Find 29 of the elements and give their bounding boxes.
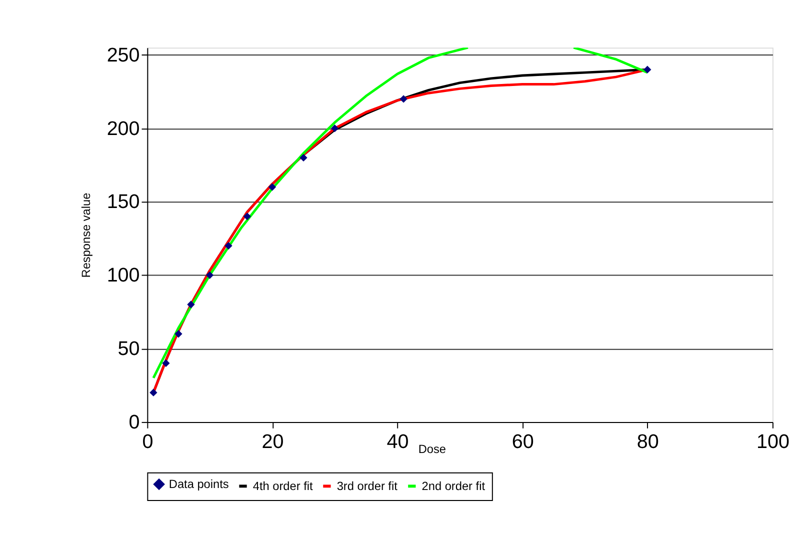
legend-label: 2nd order fit [422, 479, 486, 494]
x-tick-label: 100 [756, 431, 790, 454]
point [300, 154, 308, 162]
y-tick-label: 50 [118, 338, 140, 360]
x-axis-title: Dose [418, 442, 446, 456]
point [330, 124, 339, 132]
legend-label: Data points [168, 477, 229, 492]
y-tick-label: 0 [128, 411, 140, 434]
y-tick-label: 150 [106, 191, 140, 214]
point [224, 242, 232, 250]
y-axis-title: Response value [79, 192, 94, 278]
point [400, 95, 408, 103]
y-tick-label: 100 [106, 264, 140, 287]
point [243, 212, 252, 220]
point [162, 359, 170, 368]
point [174, 330, 182, 338]
legend-label: 4th order fit [252, 479, 314, 494]
point [150, 388, 158, 396]
x-tick-label: 40 [386, 431, 409, 454]
point [644, 66, 652, 74]
point [268, 183, 276, 191]
y-tick-label: 250 [106, 44, 140, 66]
y-tick-label: 200 [106, 118, 140, 140]
point [206, 271, 214, 279]
point [187, 300, 195, 308]
x-tick-label: 60 [512, 431, 534, 454]
x-tick-label: 20 [262, 431, 284, 454]
legend-label: 3rd order fit [336, 479, 398, 494]
x-tick-label: 80 [636, 431, 659, 454]
